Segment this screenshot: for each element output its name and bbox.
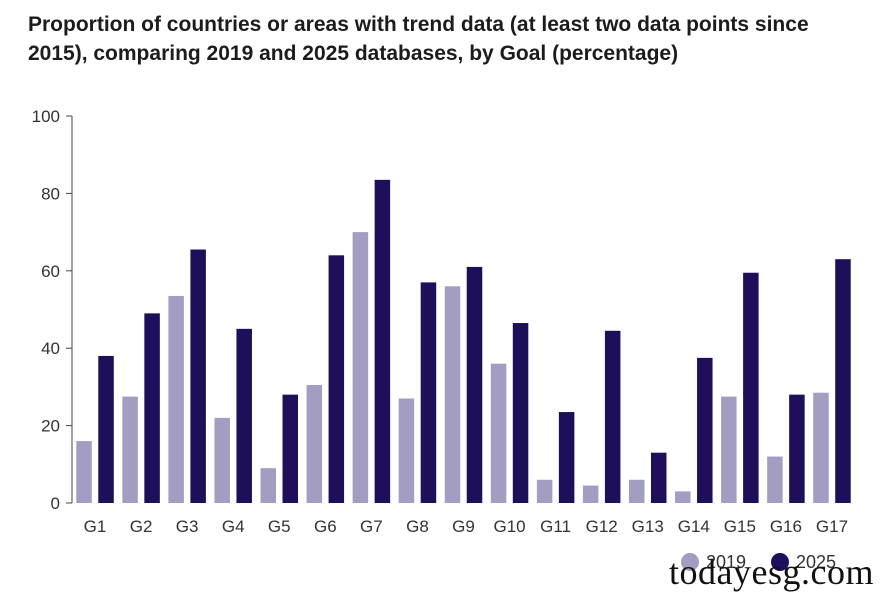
bar-2019-G10 xyxy=(490,363,507,503)
bar-2019-G2 xyxy=(122,396,138,503)
bar-2019-G11 xyxy=(536,479,553,503)
x-tick-label: G2 xyxy=(130,517,153,536)
bar-2025-G8 xyxy=(420,282,437,503)
bar-2025-G7 xyxy=(374,179,391,504)
bar-2025-G6 xyxy=(328,255,345,503)
x-tick-label: G13 xyxy=(632,517,664,536)
bar-2019-G16 xyxy=(767,456,783,503)
x-tick-label: G16 xyxy=(770,517,802,536)
bar-2025-G2 xyxy=(144,313,160,503)
chart-title: Proportion of countries or areas with tr… xyxy=(28,13,809,65)
y-tick-label: 20 xyxy=(41,417,60,436)
x-tick-label: G11 xyxy=(540,517,571,536)
x-tick-label: G4 xyxy=(222,517,245,536)
y-tick-label: 0 xyxy=(51,494,60,513)
legend-swatch-2025 xyxy=(771,553,789,571)
x-tick-label: G3 xyxy=(176,517,199,536)
bar-2019-G5 xyxy=(260,468,277,503)
watermark: todayesg.com xyxy=(669,552,874,592)
bar-2019-G15 xyxy=(721,396,737,503)
bar-2025-G3 xyxy=(190,249,206,503)
bar-2025-G9 xyxy=(466,266,483,503)
x-tick-label: G10 xyxy=(493,517,525,536)
x-tick-label: G8 xyxy=(406,517,429,536)
x-tick-label: G12 xyxy=(586,517,618,536)
bar-2025-G11 xyxy=(558,412,575,503)
x-tick-label: G1 xyxy=(84,517,107,536)
bar-2025-G17 xyxy=(835,259,851,503)
y-tick-label: 60 xyxy=(41,262,60,281)
bar-2025-G10 xyxy=(512,323,529,503)
y-axis: 0 20 40 60 80 100 xyxy=(32,107,73,513)
bar-2019-G6 xyxy=(306,384,323,503)
legend-label-2019: 2019 xyxy=(706,552,746,572)
bar-2019-G12 xyxy=(582,485,599,503)
bar-2025-G4 xyxy=(236,328,252,503)
bar-2019-G17 xyxy=(813,392,829,503)
bar-2025-G15 xyxy=(743,272,759,503)
bar-2025-G14 xyxy=(697,357,713,503)
y-tick-label: 100 xyxy=(32,107,60,126)
y-tick-label: 40 xyxy=(41,339,60,358)
bar-2019-G3 xyxy=(168,295,184,503)
legend-label-2025: 2025 xyxy=(796,552,836,572)
x-tick-label: G9 xyxy=(452,517,475,536)
x-tick-label: G15 xyxy=(724,517,756,536)
bar-2025-G1 xyxy=(98,355,114,503)
bar-2025-G13 xyxy=(650,452,667,503)
x-tick-label: G17 xyxy=(816,517,848,536)
bar-2019-G9 xyxy=(444,286,461,503)
bar-2019-G7 xyxy=(352,232,369,503)
bar-2019-G13 xyxy=(628,479,645,503)
bar-2025-G16 xyxy=(789,394,805,503)
legend: 2019 2025 xyxy=(681,552,836,572)
bar-2025-G5 xyxy=(282,394,299,503)
x-axis-labels: G1 G2 G3 G4 G5 G6 G7 G8 G9 G10 G11 G12 G13 G14 G15 G16 G… xyxy=(84,517,848,536)
x-tick-label: G6 xyxy=(314,517,337,536)
bars xyxy=(76,179,851,504)
legend-swatch-2019 xyxy=(681,553,699,571)
bar-2019-G1 xyxy=(76,441,92,503)
bar-2019-G14 xyxy=(675,491,691,503)
x-tick-label: G5 xyxy=(268,517,291,536)
bar-2019-G8 xyxy=(398,398,415,503)
bar-2025-G12 xyxy=(604,330,621,503)
x-tick-label: G14 xyxy=(678,517,710,536)
x-tick-label: G7 xyxy=(360,517,383,536)
bar-2019-G4 xyxy=(214,417,230,503)
y-tick-label: 80 xyxy=(41,184,60,203)
